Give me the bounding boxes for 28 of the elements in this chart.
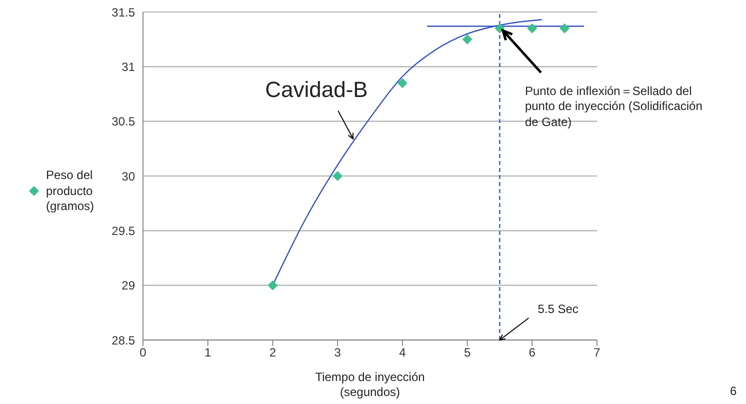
x-tick-label: 2	[269, 346, 276, 360]
annotation: 5.5 Sec	[538, 302, 580, 318]
x-tick-label: 0	[140, 346, 147, 360]
annotation: Cavidad-B	[265, 76, 369, 104]
x-tick-label: 6	[528, 346, 536, 360]
x-tick-label: 1	[204, 346, 212, 360]
y-tick-label: 31	[122, 60, 136, 74]
point	[494, 23, 505, 34]
x-tick-label: 5	[464, 346, 471, 360]
y-tick-label: 29	[122, 278, 136, 293]
y-tick-label: 30	[122, 169, 136, 184]
legend-label: Peso del producto (gramos)	[46, 168, 96, 215]
x-tick-label: 7	[594, 346, 601, 360]
x-axis-title: Tiempo de inyección (segundos)	[314, 370, 426, 400]
point	[560, 23, 570, 34]
y-tick-label: 31.5	[112, 5, 136, 20]
annotation: Punto de inflexión＝Sellado del punto de inyección (Solidificación de Gate)	[524, 84, 704, 130]
y-tick-label: 29.5	[112, 224, 136, 238]
point	[397, 78, 408, 88]
y-tick-label: 30.5	[112, 114, 136, 129]
point	[268, 280, 278, 290]
point	[332, 171, 343, 181]
y-tick-label: 28.5	[112, 333, 136, 348]
point	[462, 34, 472, 44]
point	[527, 23, 538, 34]
x-tick-label: 4	[399, 346, 406, 360]
x-tick-label: 3	[334, 346, 342, 360]
text: 6	[730, 384, 737, 398]
